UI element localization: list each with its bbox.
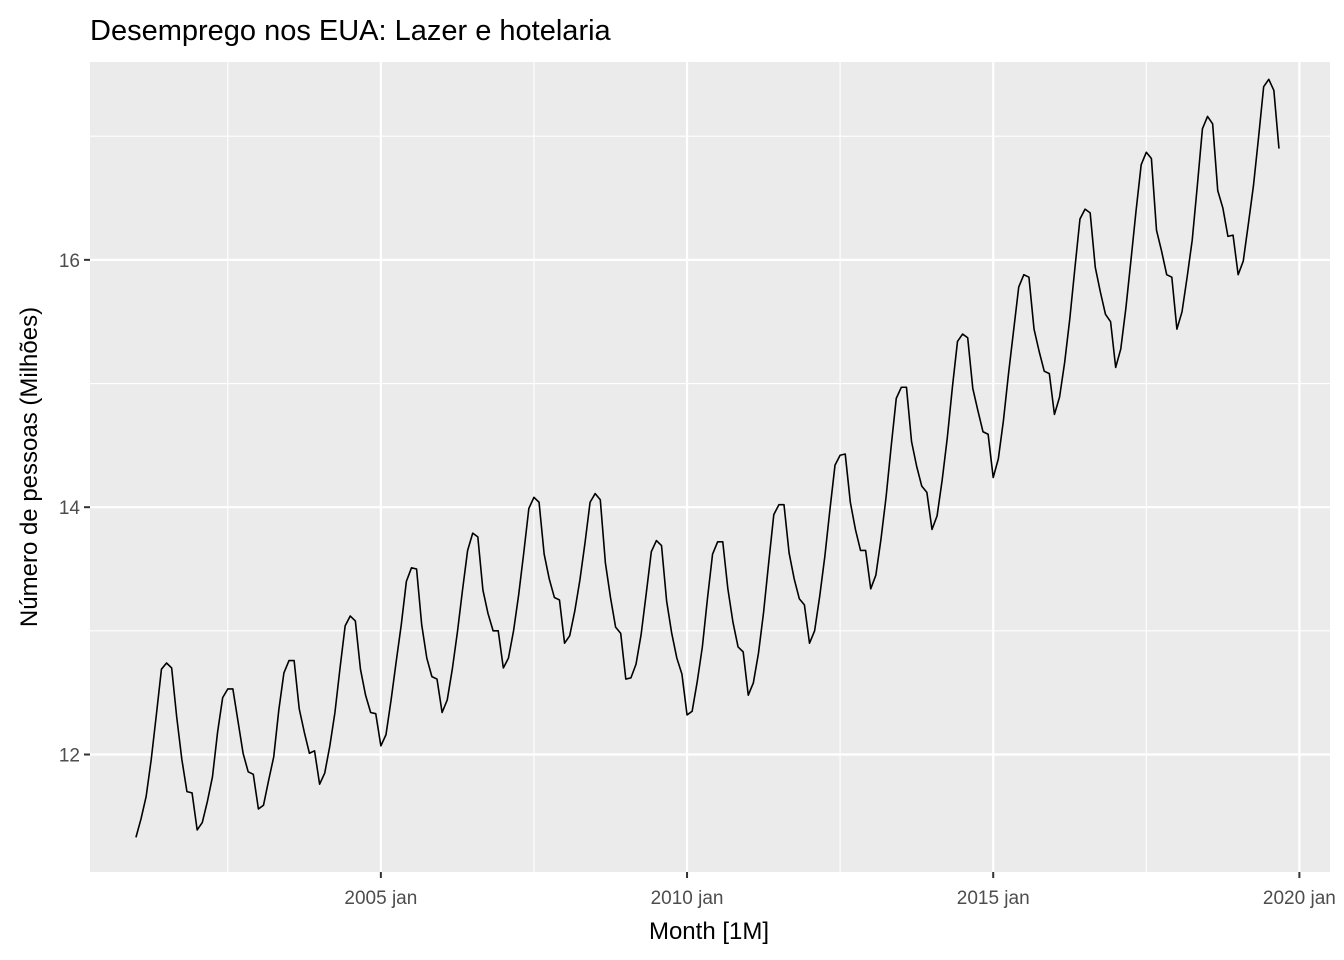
minor-gridlines [90, 62, 1330, 872]
y-tick-label: 12 [59, 746, 80, 767]
x-tick-label: 2020 jan [1263, 888, 1336, 909]
series-line [135, 78, 1280, 838]
major-gridlines [90, 62, 1330, 872]
x-axis-title: Month [1M] [649, 918, 769, 945]
y-tick-label: 16 [59, 251, 80, 272]
chart-title: Desemprego nos EUA: Lazer e hotelaria [90, 15, 612, 47]
x-tick-label: 2005 jan [344, 888, 417, 909]
x-tick-label: 2015 jan [957, 888, 1030, 909]
x-axis-ticks: 2005 jan 2010 jan 2015 jan 2020 jan [344, 872, 1336, 909]
y-axis-ticks: 12 14 16 [59, 251, 90, 767]
plot-panel [90, 62, 1330, 872]
y-tick-label: 14 [59, 498, 81, 519]
x-tick-label: 2010 jan [651, 888, 724, 909]
y-axis-title: Número de pessoas (Milhões) [16, 307, 43, 627]
